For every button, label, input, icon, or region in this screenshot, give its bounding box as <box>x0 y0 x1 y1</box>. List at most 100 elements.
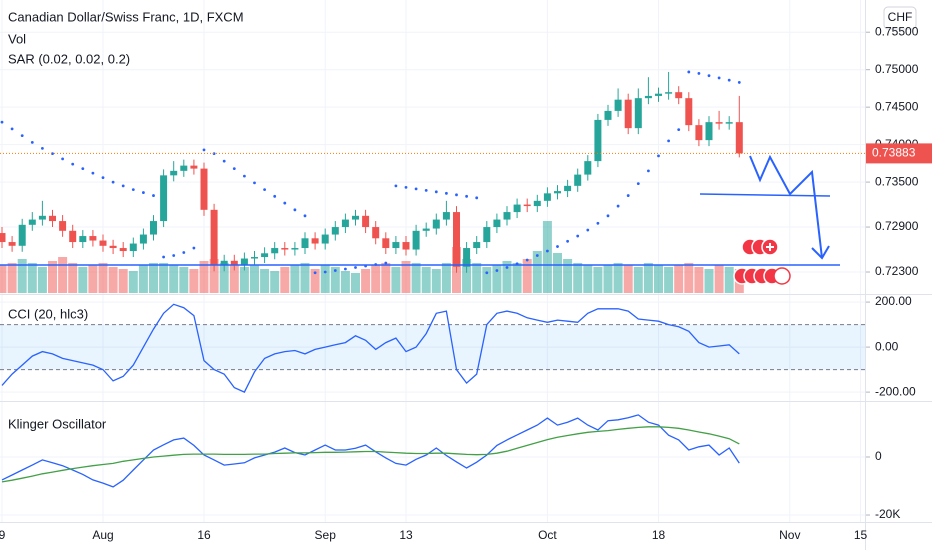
sar-dot <box>424 188 428 192</box>
candle-body <box>543 193 551 201</box>
sar-dot <box>152 194 155 197</box>
y-tick-label: 0.75500 <box>875 24 919 38</box>
candle-body <box>614 99 622 111</box>
x-tick-label: 13 <box>399 528 413 542</box>
volume-bar <box>431 269 441 293</box>
volume-bar <box>0 265 7 293</box>
candle-body <box>180 165 188 171</box>
volume-bar <box>239 267 249 293</box>
volume-bar <box>532 251 542 293</box>
sar-dot <box>232 167 236 171</box>
sar-dot <box>616 204 620 208</box>
candle-body <box>109 245 117 249</box>
sar-dot <box>525 258 529 262</box>
sar-dot <box>283 201 287 205</box>
volume-bar <box>553 253 562 293</box>
sar-dot <box>707 74 711 78</box>
candle-body <box>38 215 46 220</box>
sar-dot <box>313 271 317 275</box>
currency-button[interactable] <box>883 6 917 30</box>
sar-dot <box>172 254 176 257</box>
x-tick-label: Oct <box>538 528 557 542</box>
currency-label[interactable]: CHF <box>888 10 913 24</box>
sar-dot <box>687 70 691 74</box>
candle-body <box>129 243 137 252</box>
candle-body <box>139 234 147 244</box>
candle-body <box>281 248 289 250</box>
volume-bar <box>128 271 138 293</box>
candle-body <box>311 238 319 244</box>
drawn-horizontal-line <box>699 193 831 197</box>
candle-body <box>362 215 370 228</box>
sar-dot <box>535 254 539 257</box>
volume-bar <box>724 267 734 293</box>
y-tick-label: 0 <box>875 449 882 463</box>
sar-dot <box>384 261 388 265</box>
volume-bar <box>684 263 694 293</box>
candle-body <box>392 242 400 249</box>
candle-body <box>402 242 410 250</box>
volume-bar <box>371 265 381 293</box>
sar-dot <box>162 255 166 259</box>
volume-bar <box>320 265 330 293</box>
sar-dot <box>10 127 14 131</box>
candle-body <box>69 230 77 243</box>
sar-dot <box>263 188 266 191</box>
volume-bar <box>290 265 300 293</box>
candle-body <box>321 234 329 244</box>
volume-bar <box>603 265 613 293</box>
candle-body <box>18 224 26 246</box>
sar-dot <box>293 208 297 212</box>
indicator-label: SAR (0.02, 0.02, 0.2) <box>8 51 130 66</box>
sar-dot <box>81 167 85 171</box>
sar-dot <box>333 269 337 272</box>
sar-dot <box>354 266 357 269</box>
volume-bar <box>421 267 431 293</box>
sar-dot <box>202 148 206 152</box>
candle-body <box>210 209 218 266</box>
candle-body <box>513 204 521 213</box>
drawn-path <box>749 154 823 259</box>
last-price-tag <box>866 143 932 164</box>
candle-body <box>200 168 208 210</box>
indicator-line <box>1 303 740 393</box>
volume-bar <box>401 261 411 293</box>
y-tick-label: 200.00 <box>875 294 912 308</box>
sar-dot <box>566 239 569 243</box>
candle-body <box>352 215 359 220</box>
candle-body <box>675 92 683 99</box>
sar-dot <box>717 76 721 80</box>
candle-body <box>705 122 713 141</box>
volume-bar <box>189 269 199 293</box>
candle-body <box>49 215 56 222</box>
volume-bar <box>482 267 492 293</box>
volume-bar <box>351 273 360 293</box>
volume-bar <box>330 267 340 293</box>
x-tick-label: 18 <box>652 528 666 542</box>
volume-bar <box>714 265 724 293</box>
candle-body <box>170 170 178 176</box>
candle-body <box>0 233 6 243</box>
volume-bar <box>563 259 573 293</box>
volume-bar <box>633 267 643 293</box>
sar-dot <box>273 194 277 198</box>
volume-bar <box>593 267 603 293</box>
candle-body <box>301 238 309 249</box>
sar-dot <box>0 120 4 124</box>
candle-body <box>240 258 248 265</box>
y-tick-label: 0.00 <box>875 339 899 353</box>
sar-dot <box>546 249 549 253</box>
candle-body <box>422 228 430 231</box>
sar-dot <box>142 191 145 194</box>
candle-body <box>695 125 703 141</box>
candle-body <box>584 161 592 175</box>
pane-title: CCI (20, hlc3) <box>8 306 88 321</box>
candle-body <box>493 219 501 228</box>
candle-body <box>160 175 168 222</box>
candle-body <box>28 219 36 225</box>
sar-dot <box>576 234 580 238</box>
candle-body <box>463 248 471 267</box>
candle-body <box>442 212 450 220</box>
volume-bar <box>280 267 290 293</box>
sar-dot <box>475 196 479 200</box>
